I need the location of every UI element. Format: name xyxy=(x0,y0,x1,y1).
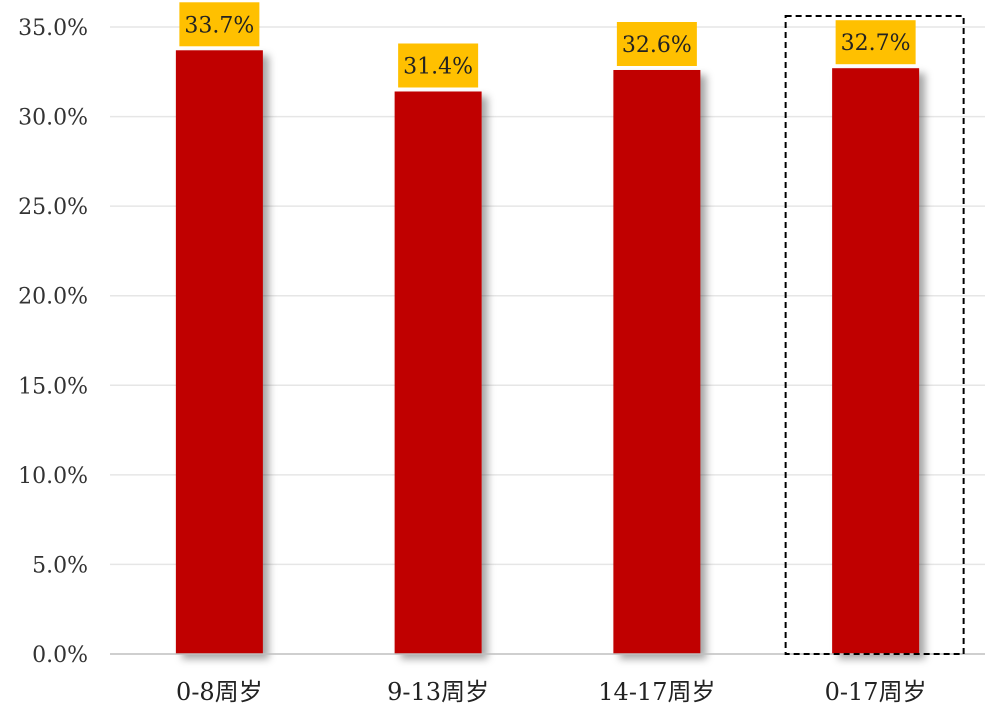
data-label: 31.4% xyxy=(403,54,473,79)
data-label-background xyxy=(398,43,479,88)
bar xyxy=(832,68,920,654)
highlight-box xyxy=(784,15,965,655)
bar xyxy=(613,69,701,655)
bar xyxy=(175,50,263,654)
data-label: 33.7% xyxy=(184,13,254,38)
x-tick-label: 14-17周岁 xyxy=(598,678,715,706)
y-tick-label: 10.0% xyxy=(18,464,88,489)
bar xyxy=(394,91,482,654)
y-tick-label: 20.0% xyxy=(18,285,88,310)
data-labels: 33.7% 31.4% 32.6% 32.7% xyxy=(179,2,916,88)
y-tick-label: 5.0% xyxy=(32,553,88,578)
data-label: 32.6% xyxy=(622,33,692,58)
y-axis-tick-labels: 0.0% 5.0% 10.0% 15.0% 20.0% 25.0% 30.0% 35.0% xyxy=(18,16,88,668)
y-tick-label: 0.0% xyxy=(32,643,88,668)
data-label-background xyxy=(179,2,260,47)
y-tick-label: 30.0% xyxy=(18,106,88,131)
data-label: 32.7% xyxy=(841,31,911,56)
bars xyxy=(175,50,920,655)
data-label-background xyxy=(616,21,697,66)
x-tick-label: 9-13周岁 xyxy=(387,678,489,706)
x-axis-tick-labels: 0-8周岁 9-13周岁 14-17周岁 0-17周岁 xyxy=(176,678,927,706)
y-tick-label: 35.0% xyxy=(18,16,88,41)
y-tick-label: 25.0% xyxy=(18,195,88,220)
data-label-background xyxy=(835,20,916,65)
x-tick-label: 0-8周岁 xyxy=(176,678,263,706)
x-tick-label: 0-17周岁 xyxy=(825,678,927,706)
y-tick-label: 15.0% xyxy=(18,374,88,399)
